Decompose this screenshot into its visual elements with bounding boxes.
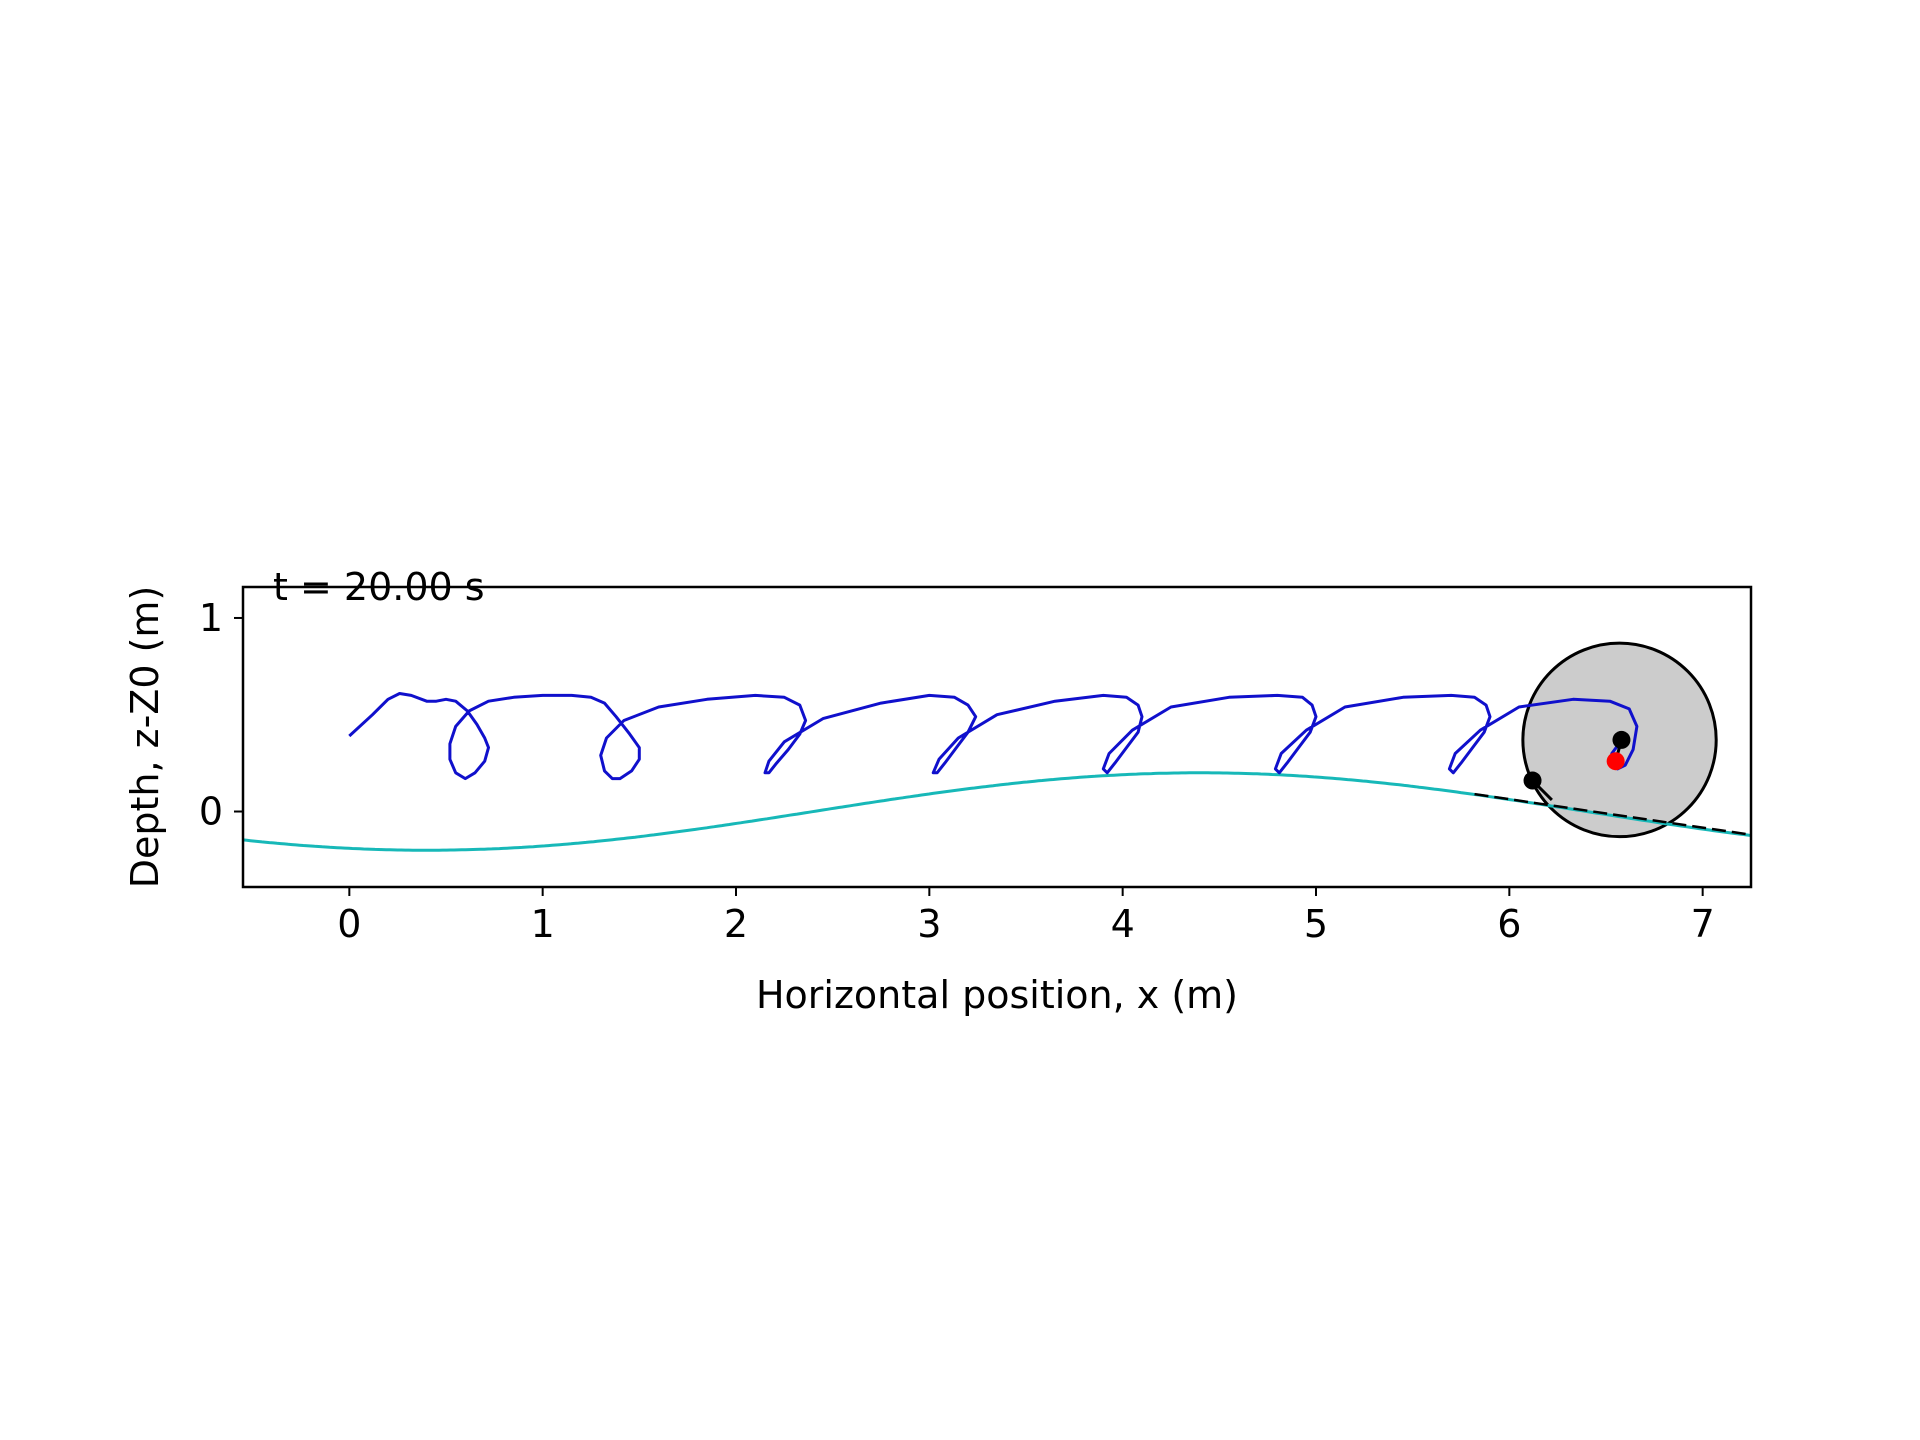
- axes-frame: [241, 585, 1753, 889]
- y-tick-label: 0: [199, 790, 223, 834]
- x-axis-label: Horizontal position, x (m): [756, 973, 1238, 1017]
- ticks: 0 1 2 3 4 5 6 7 0 1: [199, 596, 1715, 946]
- x-tick-label: 1: [531, 902, 555, 946]
- point-marker-1: [1612, 730, 1631, 749]
- plot-content: [243, 641, 1751, 852]
- x-tick-label: 0: [337, 902, 361, 946]
- x-tick-label: 6: [1497, 902, 1521, 946]
- time-label: t = 20.00 s: [273, 565, 485, 609]
- x-tick-label: 3: [917, 902, 941, 946]
- x-tick-label: 7: [1691, 902, 1715, 946]
- trajectory-line: [348, 692, 1639, 781]
- x-tick-label: 4: [1111, 902, 1135, 946]
- center-marker: [1606, 752, 1625, 771]
- plot-area: [243, 641, 1751, 852]
- tangent-line: [1474, 792, 1751, 836]
- x-tick-label: 5: [1304, 902, 1328, 946]
- x-tick-label: 2: [724, 902, 748, 946]
- point-marker-2: [1523, 771, 1542, 790]
- y-tick-label: 1: [199, 596, 223, 640]
- y-axis-label: Depth, z-Z0 (m): [123, 586, 167, 889]
